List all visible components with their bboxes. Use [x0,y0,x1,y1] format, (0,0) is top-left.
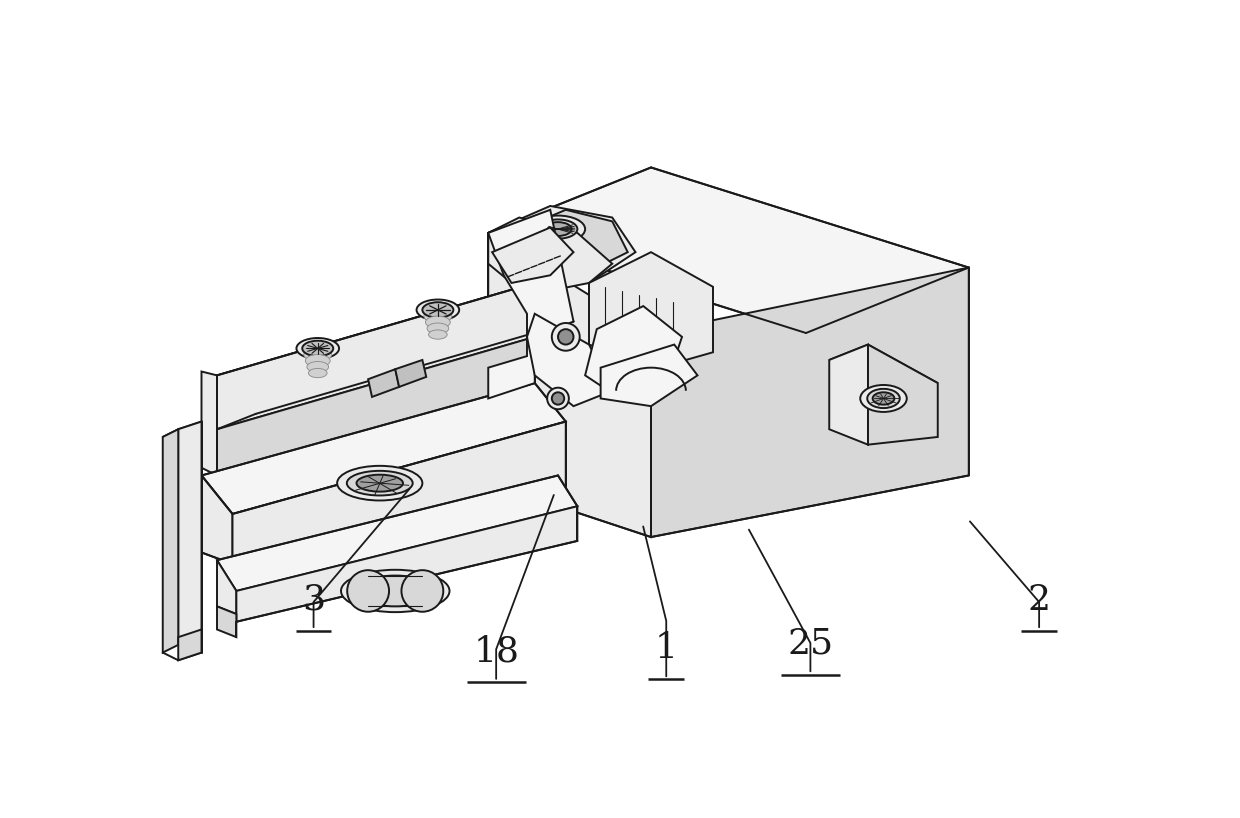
Text: 2: 2 [1028,583,1050,617]
Ellipse shape [417,299,459,321]
Polygon shape [217,283,573,414]
Ellipse shape [867,389,900,408]
Polygon shape [217,337,534,475]
Polygon shape [201,475,233,564]
Polygon shape [489,168,968,333]
Polygon shape [489,218,613,290]
Polygon shape [162,429,179,653]
Ellipse shape [873,393,894,405]
Text: 18: 18 [474,635,520,668]
Ellipse shape [304,348,332,362]
Ellipse shape [352,576,438,606]
Circle shape [547,388,569,409]
Text: 1: 1 [655,631,678,665]
Polygon shape [368,369,399,397]
Polygon shape [492,227,573,283]
Ellipse shape [425,316,450,328]
Polygon shape [201,371,217,475]
Polygon shape [830,344,937,398]
Polygon shape [201,383,565,514]
Polygon shape [217,283,534,429]
Ellipse shape [531,216,585,242]
Circle shape [402,570,444,612]
Polygon shape [217,606,237,637]
Ellipse shape [337,465,423,501]
Ellipse shape [306,362,329,372]
Text: 25: 25 [787,627,833,661]
Circle shape [347,570,389,612]
Ellipse shape [424,309,451,323]
Ellipse shape [423,302,454,317]
Polygon shape [527,314,613,407]
Ellipse shape [427,323,449,334]
Ellipse shape [429,330,448,339]
Polygon shape [868,344,937,445]
Polygon shape [830,344,868,445]
Polygon shape [589,252,713,367]
Polygon shape [179,630,201,660]
Ellipse shape [347,471,413,496]
Circle shape [558,329,573,344]
Ellipse shape [341,570,449,612]
Polygon shape [217,560,237,614]
Ellipse shape [296,338,339,359]
Polygon shape [585,306,682,398]
Polygon shape [233,421,565,564]
Ellipse shape [357,474,403,492]
Ellipse shape [309,368,327,378]
Ellipse shape [544,222,572,236]
Polygon shape [489,209,573,398]
Polygon shape [489,233,651,537]
Ellipse shape [305,354,330,367]
Circle shape [552,323,580,351]
Polygon shape [217,475,578,591]
Polygon shape [600,344,697,407]
Polygon shape [237,506,578,622]
Circle shape [552,393,564,405]
Ellipse shape [538,219,578,239]
Ellipse shape [303,341,334,356]
Polygon shape [651,267,968,537]
Polygon shape [489,206,635,283]
Text: 3: 3 [303,583,325,617]
Polygon shape [396,360,427,387]
Polygon shape [511,209,627,272]
Ellipse shape [861,385,906,412]
Polygon shape [179,421,201,645]
